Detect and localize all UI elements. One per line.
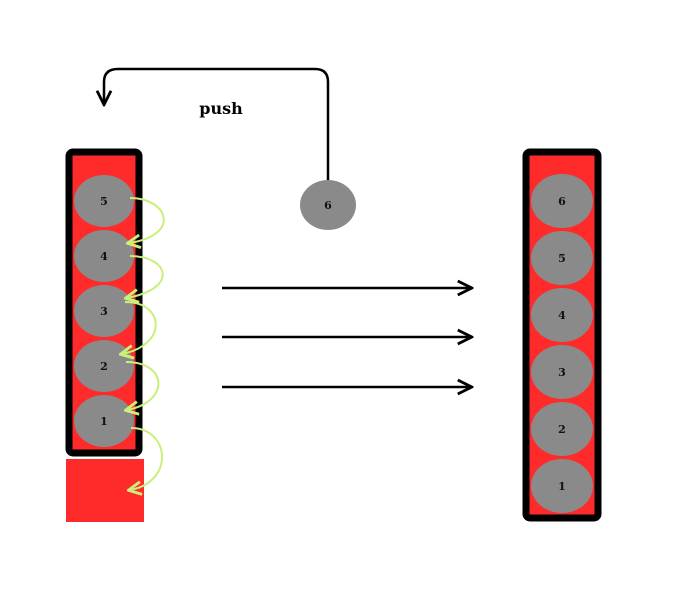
right-stack: 6 5 4 3 2 1: [522, 148, 602, 522]
incoming-ball-label: 6: [324, 199, 332, 212]
right-stack-ball-shape: [531, 402, 593, 456]
shift-arrow: [127, 255, 164, 298]
right-stack-ball: 3: [531, 345, 593, 399]
left-stack: 5 4 3 2 1: [65, 148, 165, 522]
left-stack-ball-label: 3: [100, 305, 108, 318]
shift-arrow: [126, 361, 160, 410]
shift-arrow: [130, 427, 163, 490]
right-stack-ball-label: 4: [558, 309, 566, 322]
push-label: push: [199, 99, 243, 118]
right-stack-ball: 2: [531, 402, 593, 456]
left-stack-ball-shape: [74, 175, 134, 227]
left-stack-ball-label: 1: [100, 415, 108, 428]
right-stack-ball-shape: [531, 174, 593, 228]
incoming-ball: 6: [300, 180, 356, 230]
transition-arrows: [222, 288, 470, 387]
right-stack-ball-shape: [531, 231, 593, 285]
left-stack-ball-label: 2: [100, 360, 108, 373]
right-stack-ball-shape: [531, 459, 593, 513]
right-stack-ball-label: 3: [558, 366, 566, 379]
shift-arrow: [129, 197, 165, 243]
shift-down-arrows: [122, 197, 165, 490]
left-stack-ball: 4: [74, 230, 134, 282]
right-stack-ball-label: 5: [558, 252, 566, 265]
push-arrow: [104, 67, 330, 180]
right-stack-ball-label: 1: [558, 480, 566, 493]
right-stack-ball-shape: [531, 288, 593, 342]
right-stack-ball-shape: [531, 345, 593, 399]
left-stack-ball: 1: [74, 395, 134, 447]
right-stack-ball: 1: [531, 459, 593, 513]
right-stack-ball-label: 6: [558, 195, 566, 208]
right-stack-ball-label: 2: [558, 423, 566, 436]
right-stack-ball: 5: [531, 231, 593, 285]
left-stack-ball: 5: [74, 175, 134, 227]
right-stack-ball: 6: [531, 174, 593, 228]
left-stack-ball: 3: [74, 285, 134, 337]
left-stack-ball-label: 5: [100, 195, 108, 208]
left-stack-ball-shape: [74, 285, 134, 337]
left-stack-ball-shape: [74, 230, 134, 282]
right-stack-ball: 4: [531, 288, 593, 342]
shift-arrow: [122, 301, 157, 354]
left-stack-ball: 2: [74, 340, 134, 392]
left-stack-ball-label: 4: [100, 250, 108, 263]
left-stack-ball-shape: [74, 395, 134, 447]
